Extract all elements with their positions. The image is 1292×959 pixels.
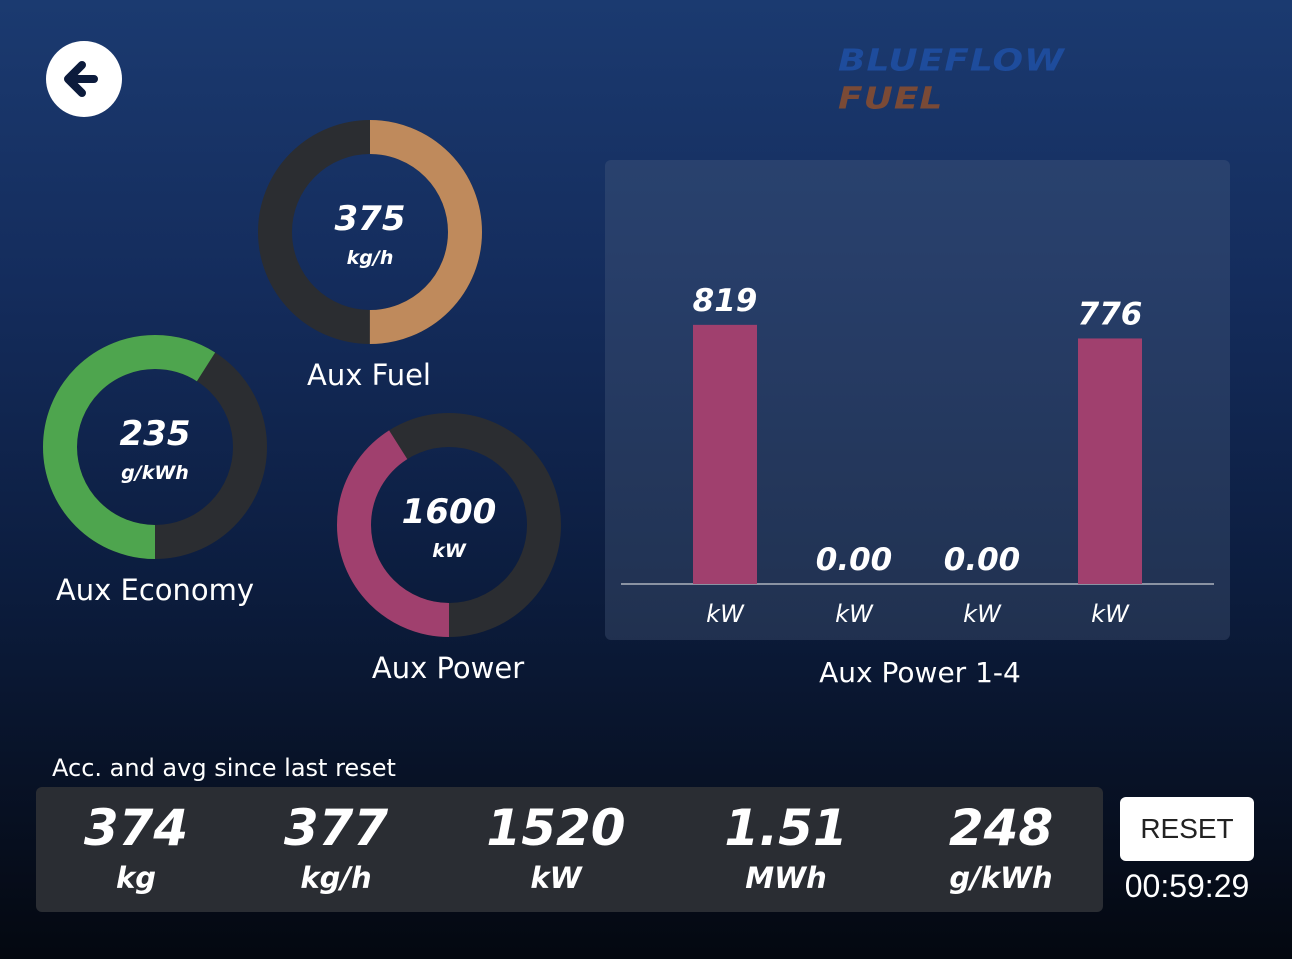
aux-fuel-value: 375 — [334, 199, 406, 239]
stat-value: 374 — [83, 799, 189, 857]
stat-value: 248 — [948, 799, 1054, 857]
chart-bar-4 — [1078, 338, 1142, 584]
aux-power-unit: kW — [432, 540, 466, 562]
back-button[interactable] — [46, 41, 122, 117]
stat-unit: kg/h — [300, 861, 372, 895]
aux-economy-gauge: 235 g/kWh — [42, 334, 268, 560]
stat-unit: kW — [530, 861, 582, 895]
stat-acc-energy: 1.51 MWh — [696, 787, 876, 912]
summary-panel: 374 kg 377 kg/h 1520 kW 1.51 MWh 248 g/k… — [36, 787, 1103, 912]
aux-power-label: Aux Power — [371, 651, 525, 685]
aux-power-chart: 819 kW 0.00 kW 0.00 kW 776 kW — [605, 160, 1230, 640]
reset-timer: 00:59:29 — [1124, 868, 1250, 904]
aux-power-value: 1600 — [401, 492, 497, 532]
stat-unit: MWh — [745, 861, 827, 895]
chart-value-label-4: 776 — [1078, 296, 1143, 332]
stat-value: 1.51 — [724, 799, 848, 857]
stat-avg-power: 1520 kW — [466, 787, 646, 912]
chart-value-label-2: 0.00 — [816, 542, 893, 578]
chart-value-label-3: 0.00 — [944, 542, 1021, 578]
aux-economy-value: 235 — [119, 414, 191, 454]
aux-power-ring — [337, 413, 561, 637]
aux-economy-label: Aux Economy — [55, 573, 255, 607]
reset-button[interactable]: RESET — [1120, 797, 1254, 861]
logo-text-fuel: FUEL — [838, 81, 944, 117]
stat-acc-fuel: 374 kg — [56, 787, 216, 912]
chart-value-label-1: 819 — [693, 283, 758, 319]
stat-avg-fuel-rate: 377 kg/h — [251, 787, 421, 912]
aux-economy-ring — [43, 335, 267, 559]
stat-unit: g/kWh — [949, 861, 1053, 895]
aux-power-gauge: 1600 kW — [336, 412, 562, 638]
chart-tick-label-1: kW — [706, 600, 745, 628]
chart-tick-label-4: kW — [1091, 600, 1130, 628]
aux-fuel-gauge: 375 kg/h — [257, 119, 483, 345]
chart-bar-1 — [693, 324, 757, 584]
stat-value: 377 — [283, 799, 389, 857]
chart-tick-label-2: kW — [835, 600, 874, 628]
arrow-left-icon — [64, 61, 98, 97]
aux-fuel-unit: kg/h — [346, 247, 394, 269]
stat-avg-economy: 248 g/kWh — [916, 787, 1086, 912]
brand-logo: BLUEFLOW FUEL — [838, 44, 1218, 124]
aux-economy-unit: g/kWh — [121, 462, 189, 484]
aux-power-chart-svg: 819 kW 0.00 kW 0.00 kW 776 kW — [621, 283, 1214, 628]
summary-label: Acc. and avg since last reset — [52, 754, 396, 782]
logo-text-blueflow: BLUEFLOW — [838, 43, 1065, 79]
chart-title: Aux Power 1-4 — [819, 656, 1021, 689]
aux-fuel-ring — [258, 120, 482, 344]
aux-fuel-label: Aux Fuel — [307, 358, 431, 392]
stat-unit: kg — [115, 861, 157, 895]
stat-value: 1520 — [486, 799, 626, 857]
chart-tick-label-3: kW — [963, 600, 1002, 628]
